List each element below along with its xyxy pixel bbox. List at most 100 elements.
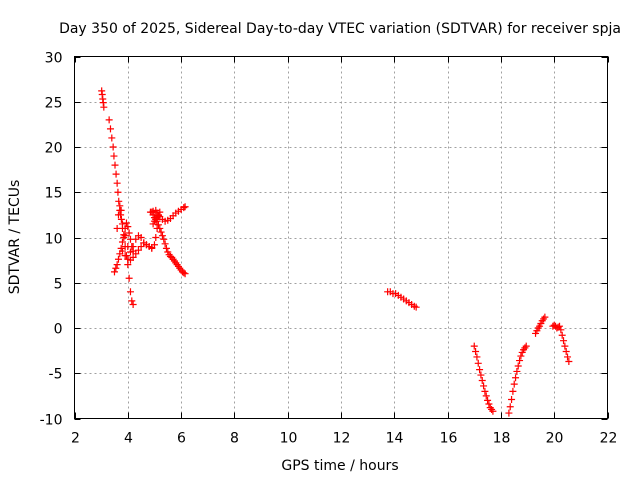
data-point [152,234,160,241]
data-point [561,342,569,350]
data-point [513,367,521,375]
data-point [484,396,492,404]
data-point [150,241,158,249]
y-tick-label: -10 [40,413,63,429]
data-point [181,270,189,278]
y-tick-label: 15 [45,186,63,202]
x-tick-label: 20 [546,431,564,447]
data-point [160,235,168,243]
data-point [565,357,573,365]
data-point [562,348,570,356]
data-point [481,387,489,395]
data-point [112,264,120,272]
x-tick-label: 8 [230,431,239,447]
series-arc-j [470,342,497,415]
data-point [114,188,122,196]
data-point [564,353,572,361]
data-point [478,376,486,384]
data-point [132,235,140,243]
data-point [129,300,137,308]
data-point [113,224,121,232]
x-tick-label: 16 [440,431,458,447]
data-point [557,326,565,334]
y-tick-label: -5 [49,367,63,383]
data-point [558,331,566,339]
data-point [109,143,117,151]
data-point [154,221,162,229]
y-axis-label: SDTVAR / TECUs [7,180,23,295]
y-tick-label: 20 [45,141,63,157]
data-point [474,359,482,367]
data-point [113,261,121,269]
data-point [162,244,170,252]
data-point [111,161,119,169]
data-points [98,87,573,417]
data-point [126,288,134,296]
y-tick-label: 5 [54,277,63,293]
y-tick-labels: -10 -5 0 5 10 15 20 25 30 [40,51,63,429]
data-point [180,204,188,212]
data-point [117,215,125,223]
series-arc-m [549,321,573,365]
data-point [114,211,122,219]
data-point [134,246,142,254]
x-tick-labels: 2 4 6 8 10 12 14 16 18 20 22 [71,431,617,447]
x-axis-label: GPS time / hours [281,458,398,474]
data-point [180,269,188,277]
data-point [476,366,484,374]
data-point [556,322,564,330]
data-point [112,170,120,178]
grid-lines [74,56,608,419]
data-point [113,179,121,187]
data-point [137,234,145,241]
x-tick-label: 12 [333,431,351,447]
tick-marks [74,56,609,420]
x-tick-label: 22 [600,431,618,447]
data-point [118,238,126,246]
data-point [473,353,481,361]
data-point [514,362,522,370]
data-point [117,206,125,214]
x-tick-label: 6 [177,431,186,447]
series-arc-k [505,342,530,417]
data-point [108,134,116,142]
data-point [516,357,524,365]
plot-frame [74,56,608,419]
data-point [129,253,137,261]
data-point [137,243,145,251]
data-point [122,219,130,227]
data-point [125,229,133,237]
chart-title: Day 350 of 2025, Sidereal Day-to-day VTE… [59,21,621,37]
series-arc-l [532,313,549,337]
data-point [470,342,478,350]
data-point [126,248,134,256]
data-point [110,268,118,276]
series-arc-a [98,87,108,111]
data-point [482,392,490,400]
series-arc-i [384,288,420,311]
data-point [510,380,518,388]
data-point [157,228,165,236]
series-arc-g [149,203,189,228]
data-point [132,250,140,258]
data-point [106,125,114,133]
data-point [477,371,485,379]
data-point [121,232,129,240]
series-arc-h [146,206,164,219]
x-tick-label: 2 [71,431,80,447]
data-point [128,297,136,305]
x-tick-label: 10 [280,431,298,447]
x-tick-label: 4 [124,431,133,447]
data-point [485,400,493,408]
data-point [517,352,525,360]
data-point [115,197,123,205]
x-tick-label: 18 [493,431,511,447]
data-point [118,247,126,255]
y-tick-label: 10 [45,232,63,248]
data-point [105,116,113,124]
y-tick-label: 25 [45,96,63,112]
data-point [129,243,137,251]
data-point [560,337,568,345]
data-point [114,255,122,263]
